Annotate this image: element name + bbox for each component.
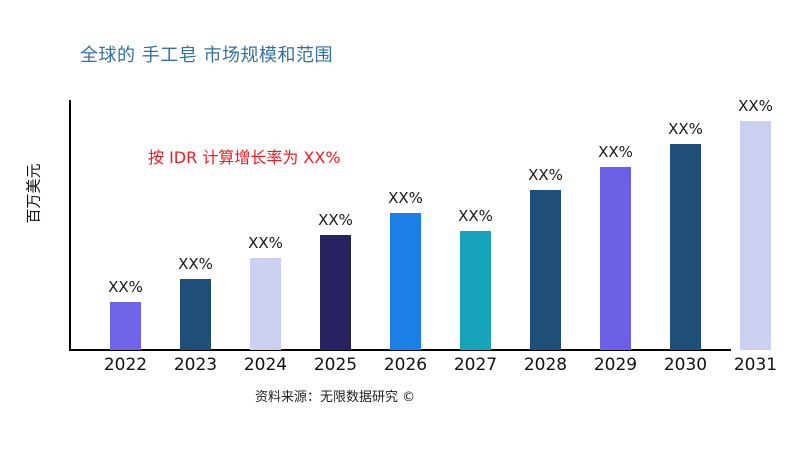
x-tick-label-2022: 2022 (103, 355, 148, 375)
x-tick-label-2025: 2025 (313, 355, 358, 375)
bar-2024 (250, 258, 281, 350)
source-note: 资料来源：无限数据研究 © (255, 390, 416, 405)
x-tick-label-2031: 2031 (733, 355, 778, 375)
bar-2028 (530, 190, 561, 350)
bar-value-label-2026: XX% (388, 189, 423, 207)
bar-value-label-2025: XX% (318, 211, 353, 229)
x-tick-label-2023: 2023 (173, 355, 218, 375)
bar-value-label-2024: XX% (248, 234, 283, 252)
bar-value-label-2027: XX% (458, 207, 493, 225)
bar-value-label-2023: XX% (178, 255, 213, 273)
x-tick-label-2027: 2027 (453, 355, 498, 375)
bar-value-label-2031: XX% (738, 97, 773, 115)
x-tick-label-2028: 2028 (523, 355, 568, 375)
growth-rate-annotation: 按 IDR 计算增长率为 XX% (148, 148, 341, 167)
x-tick-label-2029: 2029 (593, 355, 638, 375)
x-tick-label-2030: 2030 (663, 355, 708, 375)
x-axis-line (69, 349, 731, 351)
bar-value-label-2029: XX% (598, 143, 633, 161)
x-tick-label-2024: 2024 (243, 355, 288, 375)
bar-2026 (390, 213, 421, 350)
bar-2029 (600, 167, 631, 350)
y-axis-label: 百万美元 (24, 163, 43, 224)
bar-value-label-2022: XX% (108, 278, 143, 296)
y-axis-line (69, 100, 71, 351)
bar-2022 (110, 302, 141, 350)
bar-2025 (320, 235, 351, 350)
bar-2023 (180, 279, 211, 350)
x-tick-label-2026: 2026 (383, 355, 428, 375)
bar-2030 (670, 144, 701, 350)
chart-title: 全球的 手工皂 市场规模和范围 (80, 45, 333, 66)
bar-2027 (460, 231, 491, 350)
bar-value-label-2028: XX% (528, 166, 563, 184)
bar-2031 (740, 121, 771, 350)
bar-value-label-2030: XX% (668, 120, 703, 138)
